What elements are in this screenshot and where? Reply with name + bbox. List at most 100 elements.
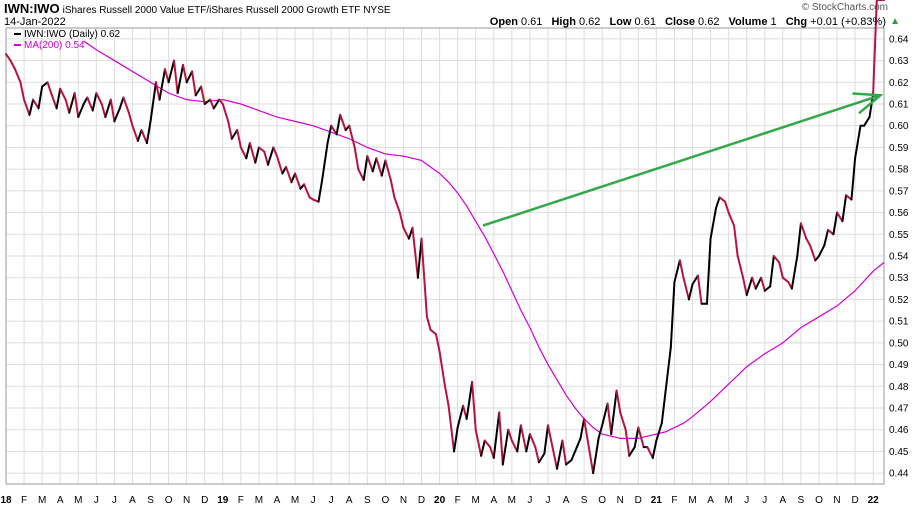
- series-segment-ratio: [266, 146, 275, 166]
- series-segment-ratio: [109, 98, 116, 123]
- x-tick-label: F: [455, 495, 461, 506]
- x-tick-label: J: [545, 495, 550, 506]
- y-tick-label: 0.46: [889, 425, 909, 436]
- x-tick-label: A: [563, 495, 570, 506]
- series-segment-ratio: [290, 172, 297, 184]
- series-segment-ratio: [754, 276, 763, 290]
- up-triangle-icon: ▲: [890, 16, 900, 27]
- series-segment-ratio: [872, 0, 878, 95]
- x-tick-label: D: [201, 495, 208, 506]
- series-segment-ratio: [525, 433, 531, 453]
- series-segment-ratio: [425, 315, 432, 331]
- x-tick-label: J: [527, 495, 532, 506]
- x-tick-label: N: [617, 495, 624, 506]
- close-value: 0.62: [698, 16, 720, 28]
- series-segment-ratio: [339, 113, 347, 132]
- y-tick-label: 0.53: [889, 273, 909, 284]
- y-tick-label: 0.64: [889, 34, 909, 45]
- series-segment-ratio: [9, 59, 17, 71]
- series-segment-ratio: [182, 63, 188, 84]
- series-segment-ratio: [122, 96, 130, 114]
- x-tick-label: M: [508, 495, 516, 506]
- series-segment-ratio: [841, 194, 848, 223]
- legend-ma-swatch: [14, 44, 21, 47]
- series-segment-ratio: [50, 92, 58, 110]
- series-segment-ratio: [321, 142, 329, 181]
- series-segment-ratio: [799, 222, 808, 240]
- series-segment-ratio: [615, 389, 622, 414]
- series-segment-ratio: [191, 70, 197, 97]
- series-segment-ratio: [77, 103, 85, 119]
- series-segment-ratio: [687, 283, 694, 301]
- series-segment-ratio: [285, 165, 293, 184]
- annotations-layer: [482, 92, 884, 227]
- chart-title: IWN:IWO iShares Russell 2000 Value ETF/iS…: [4, 1, 391, 16]
- series-segment-ratio: [552, 450, 559, 470]
- series-segment-ratio: [438, 350, 446, 388]
- series-segment-ratio: [854, 124, 862, 160]
- high-label: High: [551, 16, 576, 28]
- series-segment-ratio: [104, 98, 112, 119]
- x-tick-label: N: [183, 495, 190, 506]
- series-segment-ratio: [660, 391, 667, 425]
- axes: 0.44 0.45 0.46 0.47 0.48 0.49 0.50 0.51 0.52 0.53…: [0, 27, 909, 506]
- series-segment-ratio: [389, 179, 396, 199]
- volume-label: Volume: [728, 16, 768, 28]
- series-segment-ratio: [537, 452, 546, 464]
- series-segment-ratio: [588, 450, 595, 475]
- plot-frame: [5, 27, 885, 485]
- x-tick-label: D: [418, 495, 425, 506]
- y-tick-label: 0.52: [889, 295, 909, 306]
- series-segment-ratio: [420, 237, 428, 318]
- series-segment-ratio: [149, 81, 157, 123]
- series-segment-ratio: [808, 244, 817, 262]
- series-segment-ratio: [619, 411, 627, 431]
- y-tick-label: 0.57: [889, 186, 909, 197]
- series-segment-ratio: [330, 124, 338, 136]
- x-tick-label: A: [707, 495, 714, 506]
- series-segment-ratio: [492, 411, 501, 459]
- series-segment-ratio: [411, 226, 419, 279]
- y-tick-label: 0.56: [889, 208, 909, 219]
- series-segment-ratio: [257, 146, 266, 153]
- y-tick-label: 0.58: [889, 165, 909, 176]
- y-tick-label: 0.45: [889, 447, 909, 458]
- series-segment-ratio: [118, 96, 125, 110]
- series-segment-ratio: [275, 155, 284, 175]
- x-tick-label: 20: [434, 495, 446, 506]
- series-segment-ratio: [371, 157, 378, 173]
- series-segment-ratio: [227, 120, 233, 140]
- series-segment-ratio: [185, 70, 194, 84]
- series-segment-ratio: [637, 426, 645, 449]
- series-segment-ratio: [23, 98, 31, 116]
- series-segment-ratio: [651, 439, 658, 459]
- series-segment-ratio: [398, 211, 405, 229]
- legend-ratio: IWN:IWO (Daily) 0.62: [14, 29, 120, 40]
- volume-value: 1: [770, 16, 777, 28]
- trend-arrow-line: [482, 94, 881, 227]
- x-tick-label: J: [762, 495, 767, 506]
- x-tick-label: M: [688, 495, 696, 506]
- series-segment-ratio: [444, 385, 450, 407]
- series-segment-ratio: [86, 96, 94, 112]
- series-segment-ratio: [736, 255, 745, 279]
- x-tick-label: J: [94, 495, 99, 506]
- series-segment-ratio: [402, 226, 410, 240]
- close-label: Close: [665, 16, 695, 28]
- series-segment-ratio: [691, 274, 699, 286]
- y-tick-label: 0.62: [889, 78, 909, 89]
- y-tick-label: 0.60: [889, 121, 909, 132]
- series-segment-ratio: [357, 168, 365, 181]
- series-segment-ratio: [863, 116, 871, 127]
- x-tick-label: M: [472, 495, 480, 506]
- series-segment-ratio: [145, 120, 152, 145]
- series-segment-ratio: [131, 124, 139, 142]
- series-layer: [5, 0, 885, 475]
- x-tick-label: J: [311, 495, 316, 506]
- y-tick-label: 0.50: [889, 338, 909, 349]
- series-segment-ratio: [335, 113, 342, 136]
- series-segment-ratio: [429, 328, 437, 336]
- x-tick-label: A: [274, 495, 281, 506]
- series-segment-ratio: [127, 111, 134, 127]
- series-segment-ratio: [790, 255, 799, 290]
